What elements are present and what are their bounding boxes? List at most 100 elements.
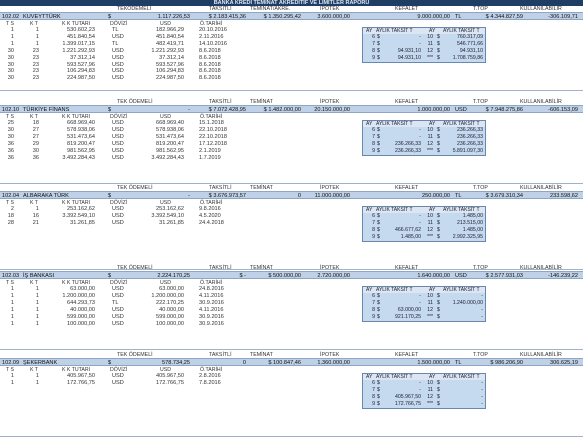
table-row[interactable]: 1 1 63.000,00 USD 63.000,00 24.8.2016	[0, 286, 300, 293]
usd-cell: 31.261,85	[159, 219, 184, 226]
table-row[interactable]: 36 29 819.200,47 USD 819.200,47 17.12.2018	[0, 141, 300, 148]
usd-cell: 1.200.000,00	[151, 292, 184, 299]
ts-cell: 1	[10, 379, 14, 386]
month-b: 10	[427, 293, 433, 299]
cur-b: $	[437, 220, 440, 226]
kk-tutari-cell: 253.162,62	[67, 206, 95, 212]
ts-cell: 30	[7, 126, 14, 133]
table-row[interactable]: 1 1 1.399.017,15 TL 482.419,71 14.10.2016	[0, 41, 300, 48]
bank-name: ALBARAKA TÜRK	[23, 193, 69, 199]
usd-cell: 3.492.284,43	[151, 154, 184, 161]
o-tarihi-cell: 8.6.2018	[199, 75, 221, 82]
tek-value: 2.224.170,25	[157, 273, 190, 279]
ipotek-value: 2.720.000,00	[317, 273, 350, 279]
monthly-row: 8 $236.266,33 12 $236.266,33	[363, 141, 485, 148]
amount-b: -	[481, 380, 483, 386]
table-row[interactable]: 1 1 172.766,75 USD 172.766,75 7.8.2016	[0, 380, 300, 387]
usd-cell: 599.000,00	[156, 313, 184, 320]
monthly-installment-box: AY AYLIK TAKSİT T AY AYLIK TAKSİT T 6 $ -10 $ -7…	[362, 373, 486, 409]
table-row[interactable]: 30 27 531.473,64 USD 531.473,64 22.10.2018	[0, 134, 300, 141]
ts-cell: 1	[10, 306, 14, 313]
doviz-cell: USD	[112, 126, 124, 133]
cur-a: $	[377, 48, 380, 54]
monthly-row: 9 $921.170,25 *** $ -	[363, 314, 485, 321]
doviz-cell: USD	[112, 373, 124, 379]
tek-currency: $	[108, 14, 112, 20]
table-row[interactable]: 30 23 106.294,83 USD 106.294,83 8.6.2018	[0, 68, 300, 75]
month-a: 8	[372, 48, 375, 54]
table-row[interactable]: 36 36 3.492.284,43 USD 3.492.284,43 1.7.2019	[0, 155, 300, 162]
kullanilabilir-value: -146.239,22	[548, 273, 578, 279]
bank-section: TEK ÖDEMELİ TAKSİTLİ TEMİNAT İPOTEK KEFALET T…	[0, 185, 583, 271]
kk-tutari-cell: 100.000,00	[67, 320, 95, 327]
table-row[interactable]: 1 1 599.000,00 USD 599.000,00 30.9.2016	[0, 314, 300, 321]
col-taksitli: TAKSİTLİ	[209, 265, 232, 271]
col-kullanilabilir: KULLANILABİLİR	[520, 185, 562, 191]
table-row[interactable]: 30 23 224.987,50 USD 224.987,50 8.6.2018	[0, 75, 300, 82]
cur-b: $	[437, 55, 440, 61]
ttop-value: $ 4.344.827,59	[485, 14, 523, 20]
kk-tutari-cell: 106.294,83	[67, 68, 95, 75]
amount-a: 236.266,33	[395, 148, 421, 154]
month-a: 7	[372, 387, 375, 393]
ay-label: AY	[366, 207, 373, 213]
monthly-row: 9 $172.766,75 *** $ -	[363, 401, 485, 408]
ay-label-2: AY	[429, 374, 436, 380]
col-teminat: TEMİNAT	[250, 265, 273, 271]
totals-row[interactable]: 102.04 ALBARAKA TÜRK $ - $ 3.676.973,57 0 11.0…	[0, 191, 583, 199]
section-divider	[0, 183, 583, 184]
table-row[interactable]: 2 1 253.162,62 USD 253.162,62 9.8.2016	[0, 206, 300, 213]
monthly-row: 8 $405.967,50 12 $ -	[363, 394, 485, 401]
table-row[interactable]: 1 1 530.602,23 TL 182.966,29 20.10.2016	[0, 27, 300, 34]
month-a: 9	[372, 401, 375, 407]
month-a: 7	[372, 134, 375, 140]
col-dovizi: DÖVİZİ	[110, 21, 128, 27]
table-row[interactable]: 30 23 1.221.292,93 USD 1.221.292,93 8.6.2018	[0, 48, 300, 55]
table-row[interactable]: 1 1 40.000,00 USD 40.000,00 4.11.2016	[0, 307, 300, 314]
table-row[interactable]: 18 16 3.392.549,10 USD 3.392.549,10 4.5.2020	[0, 213, 300, 220]
totals-row[interactable]: 102.03 İŞ BANKASI $2.224.170,25 $ - $ 500.00…	[0, 271, 583, 279]
table-row[interactable]: 30 23 37.312,14 USD 37.312,14 8.6.2018	[0, 55, 300, 62]
month-b: 11	[427, 300, 433, 306]
table-row[interactable]: 30 27 578.938,06 USD 578.938,06 22.10.2018	[0, 127, 300, 134]
table-row[interactable]: 28 21 31.261,85 USD 31.261,85 24.4.2018	[0, 220, 300, 227]
bank-name: İŞ BANKASI	[23, 273, 55, 279]
totals-row[interactable]: 102.02 KUVEYTTÜRK $1.117.226,53 $ 2.183.415…	[0, 12, 583, 20]
cur-a: $	[377, 387, 380, 393]
kk-tutari-cell: 668.969,40	[67, 120, 95, 126]
o-tarihi-cell: 1.7.2019	[199, 154, 221, 161]
cur-a: $	[377, 41, 380, 47]
month-b: ***	[426, 401, 433, 407]
doviz-cell: USD	[112, 206, 124, 212]
amount-a: -	[419, 220, 421, 226]
kt-cell: 1	[35, 292, 39, 299]
o-tarihi-cell: 15.1.2018	[199, 120, 224, 126]
cur-a: $	[377, 141, 380, 147]
totals-row[interactable]: 102.10 TÜRKİYE FİNANS $ - $ 7.072.428,95 $ 1.…	[0, 105, 583, 113]
kk-tutari-cell: 405.967,50	[67, 373, 95, 379]
aylik-taksit-label-2: AYLIK TAKSİT T	[443, 28, 480, 34]
usd-cell: 668.969,40	[156, 120, 184, 126]
table-row[interactable]: 36 30 981.562,95 USD 981.562,95 2.1.2019	[0, 148, 300, 155]
table-row[interactable]: 1 1 644.293,73 TL 222.170,25 30.9.2016	[0, 300, 300, 307]
monthly-row: 8 $94.931,10 12 $94.931,10	[363, 48, 485, 55]
tek-value: -	[188, 107, 190, 113]
table-row[interactable]: 1 1 1.200.000,00 USD 1.200.000,00 4.11.2016	[0, 293, 300, 300]
tek-currency: $	[108, 360, 112, 366]
cur-a: $	[377, 314, 380, 320]
cur-b: $	[437, 234, 440, 240]
table-row[interactable]: 1 1 451.840,54 USD 451.840,54 2.11.2016	[0, 34, 300, 41]
taksitli-value: $ -	[239, 273, 246, 279]
table-row[interactable]: 30 23 593.527,96 USD 593.527,96 8.6.2018	[0, 62, 300, 69]
table-row[interactable]: 25 18 668.969,40 USD 668.969,40 15.1.2018	[0, 120, 300, 127]
ipotek-value: 11.000.000,00	[314, 193, 350, 199]
col-dovizi: DÖVİZİ	[110, 114, 128, 120]
ts-cell: 30	[7, 61, 14, 68]
table-row[interactable]: 1 1 100.000,00 USD 100.000,00 30.9.2016	[0, 321, 300, 328]
bank-code: 102.02	[2, 14, 20, 20]
doviz-cell: USD	[112, 54, 124, 61]
table-row[interactable]: 1 1 405.967,50 USD 405.967,50 2.8.2016	[0, 373, 300, 380]
month-b: 10	[427, 380, 433, 386]
totals-row[interactable]: 102.09 ŞEKERBANK $578.734,25 0 $ 100.847,46 1…	[0, 358, 583, 366]
o-tarihi-cell: 4.11.2016	[199, 306, 224, 313]
